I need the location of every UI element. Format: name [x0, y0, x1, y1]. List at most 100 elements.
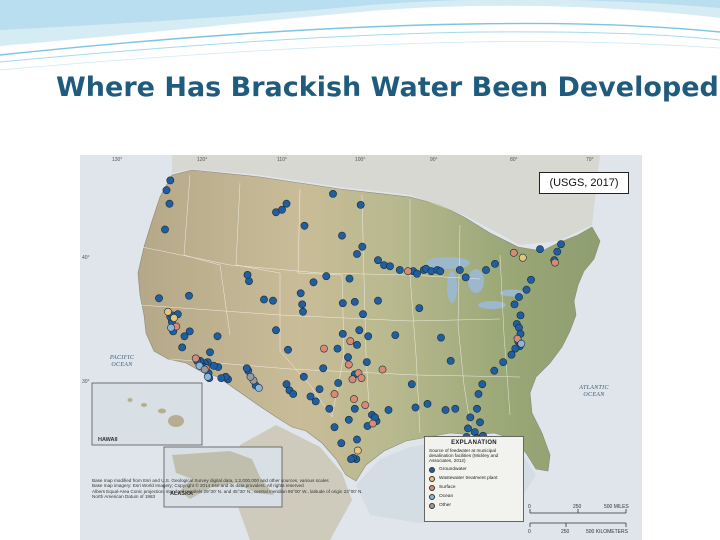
site-marker-groundwater — [282, 199, 291, 208]
site-marker-groundwater — [476, 418, 484, 427]
legend-item-ocean: Ocean — [429, 493, 519, 500]
surface-swatch — [429, 484, 435, 491]
site-marker-groundwater — [178, 343, 187, 352]
site-marker-ocean — [254, 383, 263, 392]
lon-tick-110: 110° — [277, 157, 287, 163]
site-marker-groundwater — [490, 366, 499, 375]
site-marker-groundwater — [338, 231, 346, 240]
site-marker-surface — [551, 258, 559, 267]
other-swatch — [429, 502, 435, 509]
site-marker-groundwater — [306, 392, 315, 401]
lake-huron — [468, 269, 484, 293]
site-marker-groundwater — [451, 404, 460, 413]
site-marker-surface — [404, 267, 412, 276]
site-marker-wastewater-treatment-plant — [170, 313, 178, 322]
canada-landmass — [172, 155, 600, 245]
wastewater-swatch — [429, 475, 435, 482]
site-marker-groundwater — [455, 266, 464, 274]
site-marker-groundwater — [333, 344, 342, 353]
site-marker-groundwater — [213, 332, 222, 341]
site-marker-groundwater — [315, 385, 324, 393]
site-marker-groundwater — [278, 205, 286, 214]
scale-miles-0: 0 — [528, 504, 531, 510]
lon-tick-80: 80° — [510, 157, 518, 163]
scale-km-0: 0 — [528, 529, 531, 535]
site-marker-groundwater — [407, 380, 416, 389]
site-marker-groundwater — [478, 380, 487, 389]
site-marker-groundwater — [243, 271, 252, 279]
site-marker-groundwater — [395, 266, 404, 274]
site-marker-groundwater — [284, 345, 292, 354]
site-marker-groundwater — [296, 289, 305, 298]
lon-tick-70: 70° — [586, 157, 594, 163]
lake-erie — [478, 301, 506, 309]
credit-line: Albers Equal-Area Conic projection, stan… — [92, 488, 363, 494]
site-marker-groundwater — [299, 307, 307, 316]
site-marker-groundwater — [289, 390, 298, 398]
site-marker-surface — [350, 395, 358, 403]
site-marker-groundwater — [522, 285, 531, 294]
site-marker-groundwater — [359, 310, 367, 319]
site-marker-groundwater — [464, 424, 472, 433]
site-marker-groundwater — [338, 299, 347, 308]
site-marker-wastewater-treatment-plant — [164, 307, 172, 316]
site-marker-groundwater — [242, 364, 251, 373]
map-figure: 130° 120° 110° 100° 90° 80° 70° 40° 30° … — [80, 155, 642, 540]
site-marker-groundwater — [437, 333, 445, 342]
ocean-swatch — [429, 493, 435, 500]
site-marker-surface — [361, 401, 370, 409]
site-marker-groundwater — [353, 340, 361, 349]
site-marker-groundwater — [338, 329, 347, 338]
legend-item-other: Other — [429, 502, 519, 509]
site-marker-groundwater — [180, 332, 189, 341]
site-marker-groundwater — [499, 358, 508, 366]
site-marker-groundwater — [466, 413, 475, 422]
header-swoosh-decoration — [0, 0, 720, 71]
site-marker-groundwater — [269, 296, 277, 305]
site-marker-groundwater — [557, 240, 565, 249]
slide-title: Where Has Brackish Water Been Developed? — [56, 72, 720, 103]
atlantic-ocean-label: ATLANTIC OCEAN — [579, 385, 609, 398]
site-marker-groundwater — [206, 348, 214, 357]
site-marker-groundwater — [436, 267, 445, 276]
site-marker-surface — [509, 248, 518, 257]
site-marker-surface — [191, 354, 200, 363]
site-marker-groundwater — [209, 361, 218, 370]
site-marker-groundwater — [344, 415, 353, 424]
legend-label: Other — [439, 503, 451, 509]
legend-title: EXPLANATION — [451, 440, 497, 446]
site-marker-groundwater — [298, 300, 307, 309]
site-marker-groundwater — [384, 406, 393, 414]
site-marker-groundwater — [423, 399, 432, 408]
site-marker-groundwater — [272, 326, 280, 335]
site-marker-surface — [378, 365, 387, 374]
site-marker-groundwater — [364, 332, 373, 341]
site-marker-surface — [368, 419, 377, 428]
site-marker-groundwater — [355, 326, 364, 335]
site-marker-groundwater — [374, 296, 382, 305]
site-marker-surface — [344, 360, 353, 369]
site-marker-groundwater — [362, 358, 371, 366]
hawaii-label: HAWAII — [98, 437, 118, 443]
site-marker-groundwater — [350, 404, 359, 413]
legend-subtitle: Source of feedwater at municipal desalin… — [429, 448, 499, 464]
site-marker-groundwater — [166, 176, 175, 185]
lake-superior — [426, 257, 470, 269]
site-marker-groundwater — [411, 403, 420, 412]
pacific-ocean-label: PACIFIC OCEAN — [109, 355, 135, 368]
alaska-label: ALASKA — [170, 491, 193, 497]
scale-km-250: 250 — [561, 529, 570, 535]
lon-tick-90: 90° — [430, 157, 438, 163]
maui-island — [158, 408, 166, 414]
map-legend: EXPLANATION Source of feedwater at munic… — [424, 436, 524, 522]
site-marker-groundwater — [482, 266, 490, 274]
site-marker-groundwater — [515, 293, 523, 301]
credit-line: Base map imagery: Esri World Imagery; Co… — [92, 483, 304, 489]
site-marker-groundwater — [353, 435, 361, 444]
site-marker-ocean — [203, 372, 212, 381]
map-credit: Base map modified from Esri and U.S. Geo… — [92, 478, 418, 500]
site-marker-groundwater — [162, 186, 171, 195]
lat-tick-30: 30° — [82, 379, 90, 385]
legend-label: Wastewater treatment plant — [439, 476, 498, 482]
site-marker-groundwater — [491, 260, 499, 268]
